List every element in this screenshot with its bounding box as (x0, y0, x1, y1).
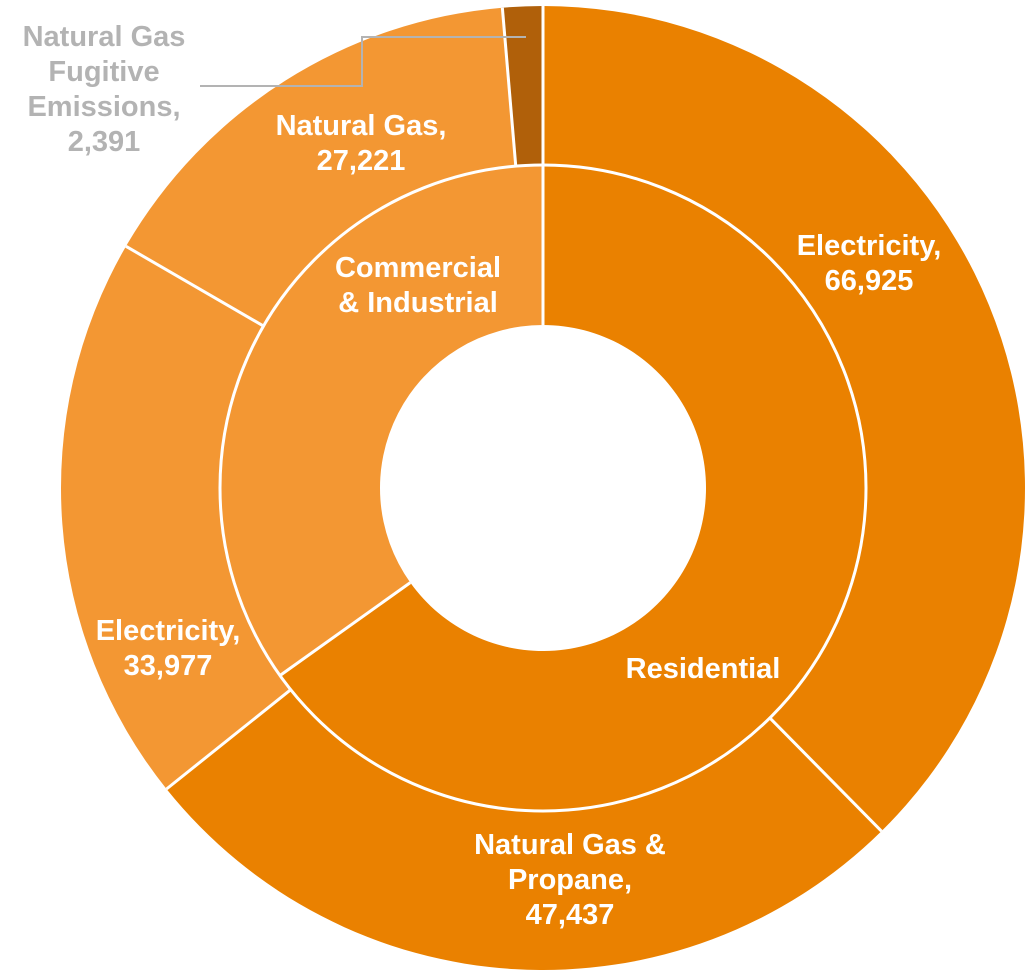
data-labels: Residential Commercial & Industrial Electri… (23, 21, 942, 931)
outer-segment-commercial-and-industrial-natural-gas (125, 7, 516, 327)
inner-label-residential: Residential (626, 653, 781, 685)
data-label-residential-electricity: Electricity, 66,925 (797, 230, 942, 297)
leader-lines (200, 36, 526, 87)
data-label-commercial-and-industrial-natural-gas: Natural Gas, 27,221 (276, 110, 447, 177)
leader-line-natural-gas-fugitive-emissions (200, 36, 526, 87)
outer-segment-residential-electricity (543, 6, 1026, 832)
data-label-commercial-and-industrial-natural-gas-fugitive-emissions: Natural Gas Fugitive Emissions, 2,391 (23, 21, 186, 158)
outer-segment-separator (768, 716, 883, 833)
outer-segment-separator (500, 7, 518, 167)
ring-separators (125, 6, 883, 833)
data-label-commercial-and-industrial-electricity: Electricity, 33,977 (96, 615, 241, 682)
inner-segment-residential (280, 165, 867, 811)
inner-segment-separator (279, 581, 412, 677)
inner-label-commercial-and-industrial: Commercial & Industrial (335, 252, 501, 319)
inner-ring (220, 164, 867, 811)
outer-segment-separator (165, 688, 292, 791)
outer-ring (60, 6, 1026, 971)
outer-segment-commercial-and-industrial-electricity (60, 246, 291, 789)
outer-segment-separator (125, 245, 265, 328)
outer-segment-residential-natural-gas-and-propane (166, 689, 882, 971)
data-label-residential-natural-gas-and-propane: Natural Gas & Propane, 47,437 (474, 829, 666, 931)
inner-segment-commercial-and-industrial (220, 164, 543, 676)
